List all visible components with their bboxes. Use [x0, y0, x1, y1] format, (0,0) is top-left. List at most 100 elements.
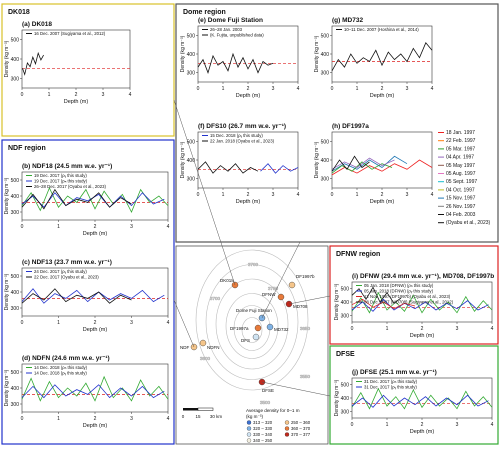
panel-d: (d) NDFN (24.6 mm w.e. yr⁻¹) 300 400 500 0 1 2…	[4, 355, 170, 429]
legend-entry: 26–28 Dec. 2017 (Oyabu et al., 2023)	[34, 184, 106, 189]
series-line-1	[197, 161, 259, 174]
series-line-1	[21, 288, 132, 304]
legend-entry: 05 Jan. 2018 (DFNW) (ρₙ this study)	[364, 283, 434, 288]
legend-dot	[284, 432, 290, 437]
y-axis-label: Density (kg m⁻³)	[334, 379, 340, 416]
legend-entry: 19 Dec. 2017 (ρᵧ this study)	[34, 173, 87, 178]
legend-entry: 31 Dec. 2017 (ρᵧ this study)	[364, 385, 417, 390]
site-label: DF1997a	[230, 326, 249, 331]
panel-title: (c) NDF13 (23.7 mm w.e. yr⁻¹)	[22, 259, 112, 266]
y-tick-label: 500	[11, 370, 20, 376]
plot-area	[331, 25, 433, 83]
legend-range: 313 – 320	[253, 420, 273, 425]
x-axis-label: Depth (m)	[410, 333, 435, 339]
legend-entry: 10–11 Dec. 2007 (Hoshina et al., 2014)	[344, 27, 419, 32]
contour-label: 3500	[260, 400, 271, 405]
panel-e: (e) Dome Fuji Station 300 400 500 0 1 2 3 4 Depth…	[180, 17, 300, 99]
connectors	[173, 99, 331, 397]
x-tick-label: 2	[421, 326, 424, 332]
series-line-0	[260, 163, 299, 174]
dome-region-label: Dome region	[183, 9, 226, 16]
x-axis-label: Depth (m)	[83, 423, 108, 429]
scale-label-0: 0	[182, 414, 185, 419]
x-tick-label: 2	[381, 192, 384, 198]
legend-dot	[246, 438, 252, 443]
legend-entry: 14 Dec. 2018 (ρₙ this study)	[34, 365, 88, 370]
y-tick-label: 500	[11, 178, 20, 184]
legend-dot	[284, 426, 290, 431]
legend-entry: 05 Aug. 1997	[446, 171, 476, 177]
x-tick-label: 4	[491, 326, 494, 332]
legend-entry: 26–28 Jan. 2003	[210, 27, 243, 32]
series-line-0	[331, 42, 433, 71]
series-line-0	[22, 51, 44, 76]
x-tick-label: 3	[456, 422, 459, 428]
y-tick-label: 500	[321, 33, 330, 39]
site-label: DFS	[241, 338, 250, 343]
legend-entry: (Oyabu et al., 2023)	[446, 220, 491, 226]
panel-j: (j) DFSE (25.1 mm w.e. yr⁻¹) 300 400 500 0 1 2…	[334, 369, 494, 435]
legend-range: 370 – 377	[291, 432, 311, 437]
x-tick-label: 2	[94, 320, 97, 326]
x-tick-label: 2	[94, 224, 97, 230]
y-axis-label: Density (kg m⁻³)	[4, 40, 10, 77]
x-tick-label: 4	[129, 92, 132, 98]
legend-entry: 08 Dec. 2007 (MD708) (Sugiyama et al., 2…	[364, 300, 454, 305]
legend-entry: (K. Fujita, unpublished data)	[210, 33, 264, 38]
site-marker	[288, 281, 296, 289]
x-tick-label: 4	[167, 224, 170, 230]
site-label: DFNW	[262, 292, 276, 297]
legend-range: 320 – 330	[253, 426, 273, 431]
x-axis-label: Depth (m)	[236, 93, 261, 99]
legend-entry: 05 Sept. 1997	[446, 179, 477, 185]
y-tick-label: 300	[341, 409, 350, 415]
x-tick-label: 1	[356, 86, 359, 92]
legend-range: 340 – 250	[253, 438, 273, 443]
y-tick-label: 500	[187, 33, 196, 39]
contour-ring	[241, 317, 263, 343]
x-tick-label: 3	[272, 192, 275, 198]
legend-entry: 16 Dec. 2007 (Sugiyama et al., 2012)	[34, 31, 106, 36]
x-axis-label: Depth (m)	[410, 429, 435, 435]
contour-label: 3550	[300, 374, 311, 379]
x-tick-label: 3	[130, 416, 133, 422]
panel-title: (j) DFSE (25.1 mm w.e. yr⁻¹)	[352, 369, 437, 376]
x-tick-label: 4	[431, 192, 434, 198]
site-label: MD708	[293, 304, 308, 309]
panel-title: (h) DF1997a	[332, 123, 369, 130]
plot-area	[331, 131, 433, 189]
site-label: DK018	[220, 278, 234, 283]
y-axis-label: Density (kg m⁻³)	[4, 369, 10, 406]
site-marker	[252, 333, 260, 341]
contour-ring	[215, 278, 289, 370]
dfse-region-label: DFSE	[336, 351, 355, 358]
x-axis-label: Depth (m)	[83, 327, 108, 333]
panel-title: (e) Dome Fuji Station	[198, 17, 263, 24]
x-tick-label: 3	[272, 86, 275, 92]
x-axis-label: Depth (m)	[370, 199, 395, 205]
series-line-2	[351, 298, 416, 310]
map-legend: Average density for 0–1 m(kg m⁻³)313 – 3…	[246, 408, 311, 443]
panel-title: (b) NDF18 (24.5 mm w.e. yr⁻¹)	[22, 163, 112, 170]
y-tick-label: 300	[321, 71, 330, 77]
contour-ring	[195, 249, 309, 391]
connector-line	[288, 295, 331, 305]
y-tick-label: 300	[187, 177, 196, 183]
legend-entry: 22 Jan. 2018 (Oyabu et al., 2023)	[210, 139, 275, 144]
contour-label: 3650	[300, 326, 311, 331]
connector-line	[261, 381, 331, 397]
legend-range: 360 – 370	[291, 426, 311, 431]
x-tick-label: 1	[222, 192, 225, 198]
legend-entry: 22 Dec. 2017 (Oyabu et al., 2023)	[34, 275, 99, 280]
x-tick-label: 0	[21, 320, 24, 326]
y-tick-label: 500	[341, 383, 350, 389]
legend-entry: 15 Dec. 2018 (ρᵧ this study)	[210, 133, 263, 138]
y-tick-label: 400	[11, 194, 20, 200]
panel-h: (h) DF1997a 300 400 500 0 1 2 3 4 Depth (m) Densit…	[314, 123, 491, 226]
x-tick-label: 2	[421, 422, 424, 428]
series-line-1	[351, 298, 489, 312]
y-axis-label: Density (kg m⁻³)	[4, 273, 10, 310]
y-tick-label: 400	[187, 52, 196, 58]
legend-entry: 31 Dec. 2017 (ρₙ this study)	[364, 379, 418, 384]
